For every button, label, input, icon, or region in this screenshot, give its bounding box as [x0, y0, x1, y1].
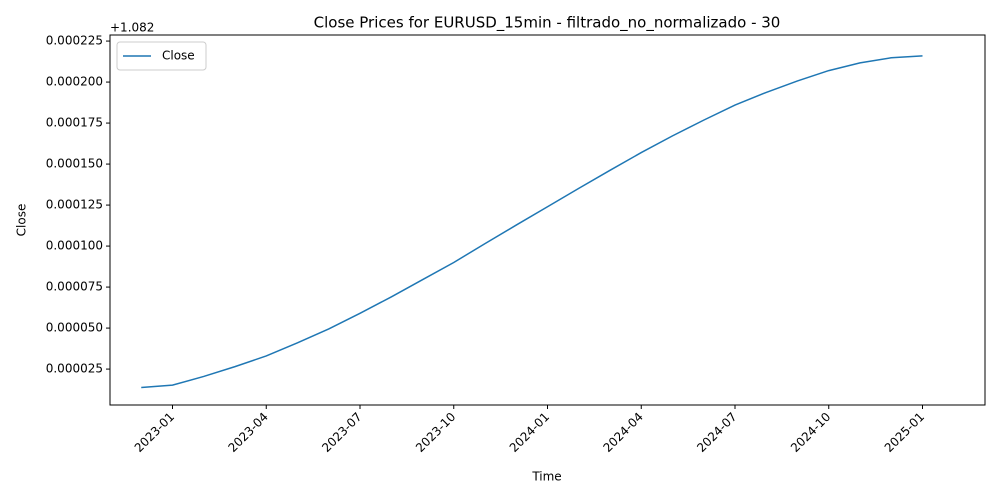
x-tick-label: 2025-01: [882, 410, 927, 455]
x-tick-label: 2024-01: [507, 410, 552, 455]
y-tick-label: 0.000175: [46, 116, 103, 130]
chart-title: Close Prices for EURUSD_15min - filtrado…: [314, 14, 781, 33]
y-tick-label: 0.000025: [46, 362, 103, 376]
y-tick-label: 0.000200: [46, 75, 103, 89]
y-tick-label: 0.000100: [46, 239, 103, 253]
x-tick-label: 2024-10: [788, 410, 833, 455]
y-tick-label: 0.000075: [46, 280, 103, 294]
x-tick-label: 2023-04: [225, 410, 270, 455]
y-tick-label: 0.000150: [46, 157, 103, 171]
x-tick-label: 2023-10: [413, 410, 458, 455]
x-tick-label: 2023-07: [319, 410, 364, 455]
plot-frame: [109, 34, 986, 406]
y-tick-label: 0.000125: [46, 198, 103, 212]
x-tick-label: 2024-04: [600, 410, 645, 455]
y-tick-label: 0.000050: [46, 321, 103, 335]
legend-label: Close: [162, 49, 195, 63]
x-tick-label: 2023-01: [132, 410, 177, 455]
legend-box: [116, 41, 207, 71]
x-tick-label: 2024-07: [694, 410, 739, 455]
y-offset-label: +1.082: [110, 21, 154, 35]
y-axis-label: Close: [15, 204, 29, 237]
x-axis-label: Time: [531, 470, 561, 484]
line-series: [141, 55, 923, 389]
y-tick-label: 0.000225: [46, 34, 103, 48]
